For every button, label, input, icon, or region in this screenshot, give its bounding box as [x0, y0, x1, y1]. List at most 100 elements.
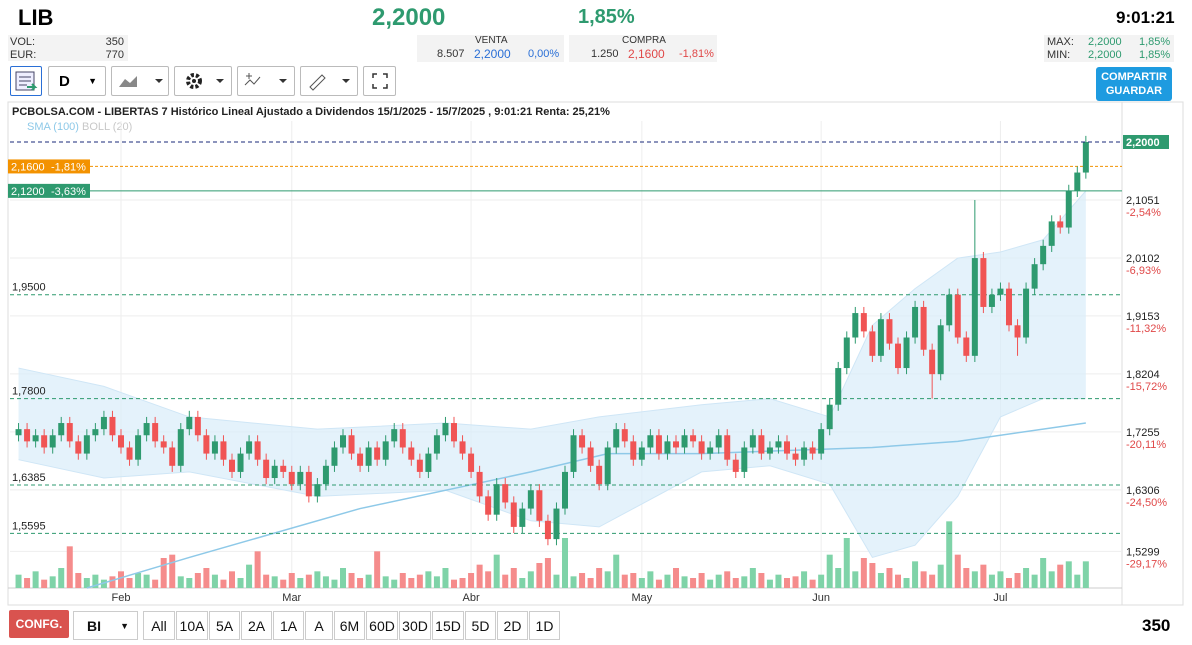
volume-bar — [681, 576, 688, 588]
change: 1,85% — [578, 6, 635, 28]
candle-body — [886, 319, 893, 344]
indicator-select[interactable] — [237, 66, 295, 96]
candle-body — [416, 459, 423, 472]
volume-bar — [41, 579, 48, 588]
mode-select[interactable]: BI ▼ — [73, 611, 138, 640]
chart-title: PCBOLSA.COM - LIBERTAS 7 Histórico Linea… — [12, 106, 610, 118]
range-button[interactable]: 5D — [465, 611, 496, 640]
range-button[interactable]: 15D — [432, 611, 464, 640]
candle-body — [775, 441, 782, 448]
candle-body — [852, 313, 859, 338]
fullscreen-button[interactable] — [363, 66, 396, 96]
volume-bar — [1048, 571, 1055, 588]
config-button[interactable]: CONFG. — [9, 610, 69, 638]
candle-body — [237, 453, 244, 472]
volume-bar — [929, 574, 936, 588]
period-select[interactable]: D ▼ — [48, 66, 106, 96]
volume-bar — [442, 568, 449, 588]
volume-bar — [758, 573, 765, 588]
volume-bar — [843, 538, 850, 588]
range-button[interactable]: 6M — [334, 611, 365, 640]
candle-body — [451, 423, 457, 442]
share-save-button[interactable]: COMPARTIR GUARDAR — [1096, 67, 1172, 101]
candle-body — [1040, 245, 1047, 265]
candle-body — [963, 337, 970, 356]
volume-bar — [519, 578, 526, 588]
range-button[interactable]: 1A — [273, 611, 304, 640]
draw-select[interactable] — [300, 66, 358, 96]
legend-sma: SMA (100) — [27, 121, 79, 133]
candle-body — [15, 429, 22, 436]
candle-body — [732, 459, 739, 472]
volume-bar — [963, 568, 970, 588]
candle-body — [980, 258, 987, 307]
volume-bar — [1074, 574, 1081, 588]
candle-body — [442, 423, 449, 436]
volume-bar — [664, 574, 671, 588]
volume-bar — [194, 573, 201, 588]
volume-bar — [937, 564, 944, 588]
candle-body — [1023, 288, 1030, 338]
candle-body — [433, 435, 440, 454]
y-tick-change: -6,93% — [1126, 265, 1161, 277]
volume-bar — [877, 573, 884, 588]
volume-bar — [493, 554, 500, 588]
candle-body — [1048, 221, 1055, 246]
candle-body — [937, 325, 944, 375]
range-button[interactable]: 10A — [176, 611, 208, 640]
candle-body — [254, 441, 261, 460]
volume-bar — [971, 571, 978, 588]
volume-bar — [954, 554, 961, 588]
label: MAX: — [1047, 36, 1074, 48]
volume-bar — [263, 574, 270, 588]
candle-body — [903, 337, 910, 369]
candle-body — [724, 435, 731, 460]
y-tick-change: -2,54% — [1126, 207, 1161, 219]
chart-type-select[interactable] — [111, 66, 169, 96]
candle-body — [340, 435, 346, 448]
y-tick-label: 1,5299 — [1126, 546, 1160, 558]
qty: 8.507 — [437, 48, 465, 60]
save[interactable]: GUARDAR — [1105, 85, 1163, 97]
volume-bar — [229, 571, 235, 588]
settings-select[interactable] — [174, 66, 232, 96]
candle-body — [143, 423, 150, 436]
volume-bar — [75, 573, 82, 588]
candle-body — [399, 429, 406, 448]
candle-body — [946, 294, 953, 326]
volume-bar — [655, 579, 662, 588]
volume-bar — [732, 578, 739, 588]
range-button[interactable]: 2A — [241, 611, 272, 640]
range-button[interactable]: 30D — [399, 611, 431, 640]
volume-bar — [211, 574, 218, 588]
volume-bar — [562, 538, 568, 588]
volume-bar — [715, 574, 722, 588]
menu-button[interactable] — [10, 66, 42, 96]
candle-body — [860, 313, 867, 332]
y-tick-label: 2,1051 — [1126, 195, 1160, 207]
y-tick-label: 2,0102 — [1126, 253, 1160, 265]
candle-body — [92, 429, 99, 436]
x-tick-label: Mar — [282, 592, 301, 604]
range-button[interactable]: 2D — [497, 611, 528, 640]
range-button[interactable]: A — [305, 611, 333, 640]
candle-body — [135, 435, 142, 460]
share[interactable]: COMPARTIR — [1101, 71, 1167, 83]
candle-body — [1074, 172, 1081, 191]
y-tick-label: 1,6306 — [1126, 485, 1160, 497]
candle-body — [271, 465, 278, 479]
candle-body — [690, 435, 697, 442]
range-button[interactable]: 5A — [209, 611, 240, 640]
candle-body — [425, 453, 432, 472]
level-label: 1,5595 — [12, 520, 46, 532]
footer-volume: 350 — [1142, 616, 1171, 635]
y-tick-change: -11,32% — [1126, 323, 1166, 335]
candle-body — [818, 429, 825, 454]
volume-bar — [980, 564, 987, 588]
range-button[interactable]: 60D — [366, 611, 398, 640]
range-button[interactable]: 1D — [529, 611, 560, 640]
volume-bar — [784, 578, 790, 588]
volume-bar — [220, 579, 227, 588]
range-button[interactable]: All — [143, 611, 175, 640]
volume-bar — [288, 573, 295, 588]
